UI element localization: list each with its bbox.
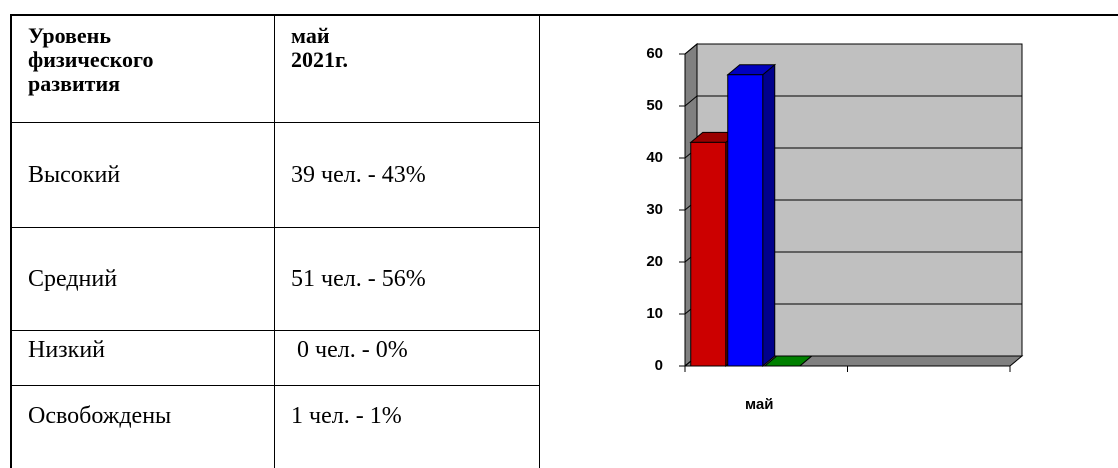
border [10,14,1118,16]
border [274,14,275,468]
x-tick-label: май [745,396,773,413]
border [10,330,540,331]
y-tick-label: 0 [655,357,663,374]
y-tick-label: 10 [646,305,663,322]
border [10,385,540,386]
header-cell: Уровень физического развития [12,16,274,122]
y-tick-label: 60 [646,45,663,62]
grid-line [684,95,1022,107]
grid-line [684,43,1022,55]
header-cell: май 2021г. [275,16,539,122]
y-tick-label: 20 [646,253,663,270]
border [539,14,540,468]
header-text: Уровень физического развития [28,23,154,96]
bar-face [690,141,727,367]
header-text: май 2021г. [291,23,349,72]
y-tick-label: 50 [646,97,663,114]
cell: 39 чел. - 43% [291,161,426,188]
y-tick-label: 30 [646,201,663,218]
border [10,122,540,123]
cell: 51 чел. - 56% [291,265,426,292]
cell: 1 чел. - 1% [291,402,402,429]
cell: Низкий [28,336,106,363]
border [10,227,540,228]
cell: Средний [28,265,118,292]
bar [726,63,777,368]
bar [763,355,814,367]
cell: 0 чел. - 0% [291,336,408,363]
cell: Освобождены [28,402,172,429]
bar-face [762,63,776,368]
cell: Высокий [28,161,121,188]
y-tick-label: 40 [646,149,663,166]
bar-face [727,74,764,367]
border [10,14,12,468]
